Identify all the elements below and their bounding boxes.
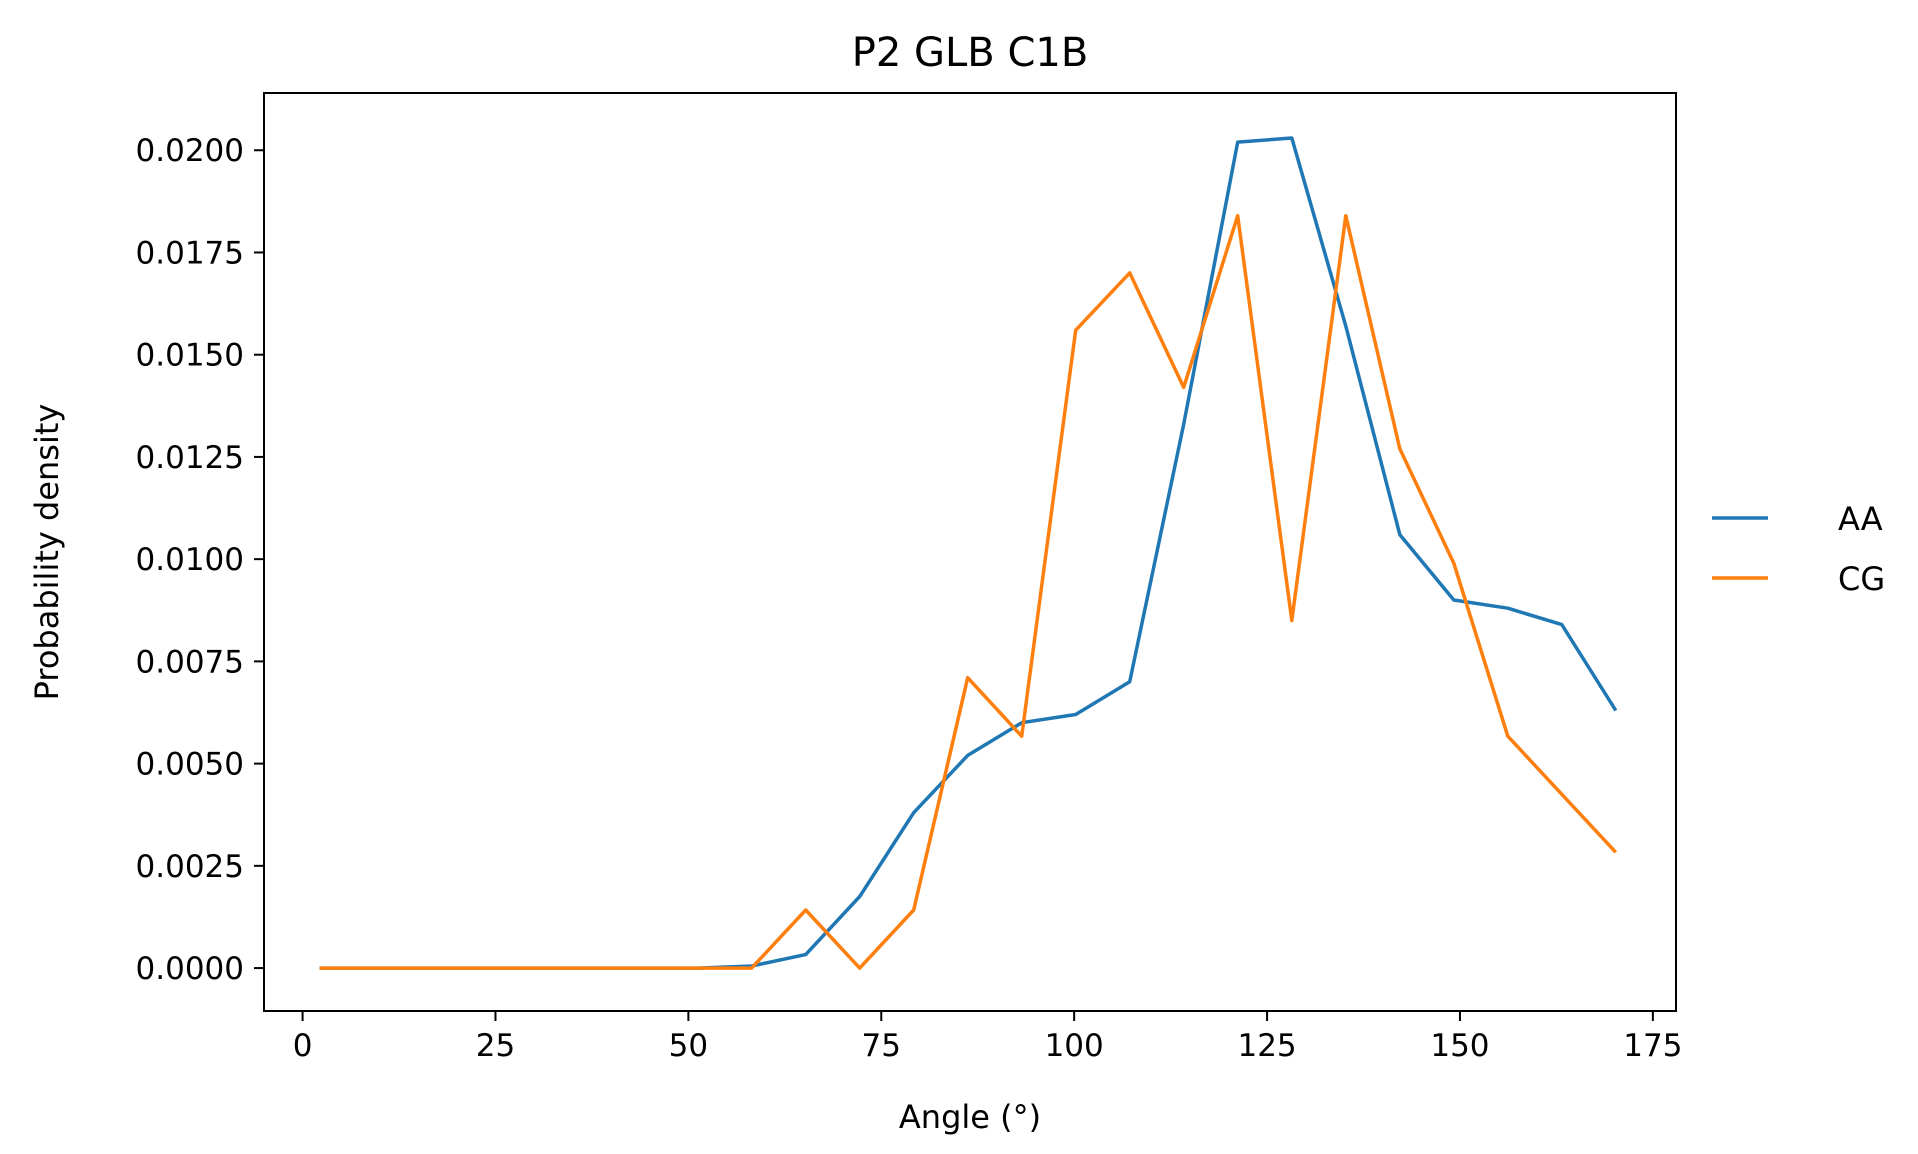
x-tick-label: 100 <box>1045 1028 1104 1064</box>
legend-label-aa: AA <box>1838 500 1883 538</box>
y-tick-label: 0.0050 <box>136 747 244 783</box>
x-tick-label: 0 <box>293 1028 313 1064</box>
y-axis-ticks: 0.0000 0.0025 0.0050 0.0075 0.0100 0.0125 0.01… <box>136 133 264 987</box>
y-tick-label: 0.0025 <box>136 849 244 885</box>
x-axis-ticks: 0 25 50 75 100 125 150 175 <box>293 1011 1682 1064</box>
plot-area: 0 25 50 75 100 125 150 175 0.00000.00250.00500.… <box>136 92 1682 1064</box>
x-tick-label: 25 <box>476 1028 515 1064</box>
y-tick-label: 0.0175 <box>136 235 244 271</box>
chart-title: P2 GLB C1B <box>852 30 1089 76</box>
series-line-aa <box>319 136 1618 970</box>
x-tick-label: 75 <box>862 1028 901 1064</box>
y-tick-label: 0.0200 <box>136 133 244 169</box>
y-tick-label: 0.0100 <box>136 542 244 578</box>
y-tick-label: 0.0075 <box>136 644 244 680</box>
legend: AA CG <box>1712 500 1885 598</box>
x-tick-label: 125 <box>1237 1028 1296 1064</box>
legend-label-cg: CG <box>1838 560 1885 598</box>
series-lines <box>319 136 1618 970</box>
y-tick-label: 0.0000 <box>136 951 244 987</box>
x-tick-label: 50 <box>669 1028 708 1064</box>
x-tick-label: 150 <box>1430 1028 1489 1064</box>
x-axis-title: Angle (°) <box>899 1098 1041 1136</box>
plot-frame <box>263 92 1677 1012</box>
y-axis-title: Probability density <box>28 404 66 701</box>
x-tick-label: 175 <box>1623 1028 1682 1064</box>
y-tick-label: 0.0150 <box>136 338 244 374</box>
y-tick-label: 0.0125 <box>136 440 244 476</box>
series-line-cg <box>319 213 1618 970</box>
